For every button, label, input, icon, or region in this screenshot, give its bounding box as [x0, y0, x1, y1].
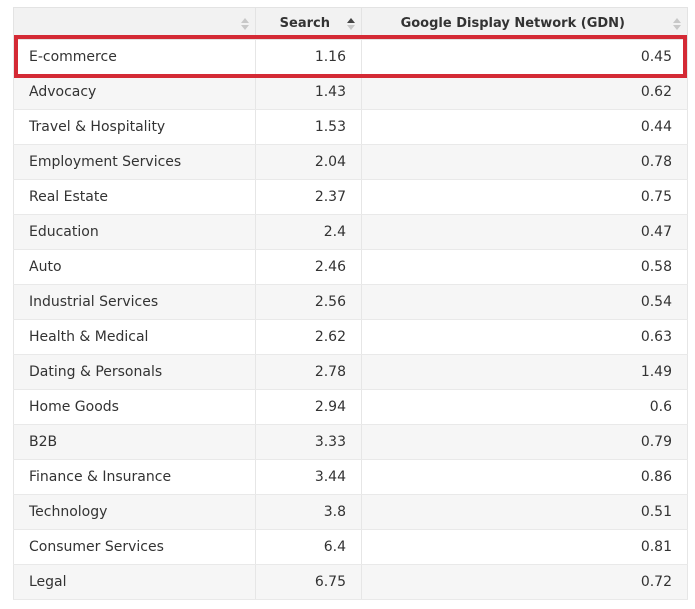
header-row: Search Google Display Network (GDN)	[13, 7, 688, 40]
cell-gdn: 0.78	[361, 144, 688, 180]
cell-search: 3.44	[255, 459, 362, 495]
cell-search: 2.37	[255, 179, 362, 215]
column-header-search[interactable]: Search	[255, 7, 362, 40]
table-row: Finance & Insurance 3.44 0.86	[13, 459, 688, 495]
cell-industry: Auto	[13, 249, 256, 285]
table-row: B2B 3.33 0.79	[13, 424, 688, 460]
cell-search: 2.78	[255, 354, 362, 390]
cell-gdn: 0.44	[361, 109, 688, 145]
cell-search: 2.46	[255, 249, 362, 285]
cell-search: 1.53	[255, 109, 362, 145]
cell-industry: Travel & Hospitality	[13, 109, 256, 145]
cell-gdn: 0.51	[361, 494, 688, 530]
cell-industry: Health & Medical	[13, 319, 256, 355]
cell-industry: Real Estate	[13, 179, 256, 215]
cell-industry: Consumer Services	[13, 529, 256, 565]
sort-icon[interactable]	[673, 18, 681, 30]
cell-search: 1.43	[255, 74, 362, 110]
cell-search: 2.4	[255, 214, 362, 250]
cell-industry: Finance & Insurance	[13, 459, 256, 495]
cell-gdn: 0.75	[361, 179, 688, 215]
table-body: E-commerce 1.16 0.45 Advocacy 1.43 0.62 Travel…	[13, 39, 688, 600]
cell-industry: E-commerce	[13, 39, 256, 75]
table-header: Search Google Display Network (GDN)	[13, 7, 688, 40]
cell-search: 2.56	[255, 284, 362, 320]
cell-industry: Dating & Personals	[13, 354, 256, 390]
table-row: Health & Medical 2.62 0.63	[13, 319, 688, 355]
cell-search: 2.62	[255, 319, 362, 355]
cell-industry: Home Goods	[13, 389, 256, 425]
cell-gdn: 1.49	[361, 354, 688, 390]
cell-industry: Technology	[13, 494, 256, 530]
table-row: E-commerce 1.16 0.45	[13, 39, 688, 75]
cell-search: 2.04	[255, 144, 362, 180]
table-row: Travel & Hospitality 1.53 0.44	[13, 109, 688, 145]
cell-gdn: 0.79	[361, 424, 688, 460]
table-row: Auto 2.46 0.58	[13, 249, 688, 285]
cell-search: 3.8	[255, 494, 362, 530]
industry-cost-table: Search Google Display Network (GDN) E-co…	[13, 7, 688, 600]
cell-industry: Industrial Services	[13, 284, 256, 320]
cell-industry: B2B	[13, 424, 256, 460]
cell-industry: Education	[13, 214, 256, 250]
table-row: Dating & Personals 2.78 1.49	[13, 354, 688, 390]
cell-gdn: 0.45	[361, 39, 688, 75]
table-row: Consumer Services 6.4 0.81	[13, 529, 688, 565]
cell-gdn: 0.54	[361, 284, 688, 320]
cell-industry: Employment Services	[13, 144, 256, 180]
cell-search: 3.33	[255, 424, 362, 460]
table-row: Industrial Services 2.56 0.54	[13, 284, 688, 320]
cell-search: 6.75	[255, 564, 362, 600]
column-header-search-label: Search	[279, 16, 330, 31]
cell-gdn: 0.81	[361, 529, 688, 565]
cell-gdn: 0.72	[361, 564, 688, 600]
sort-icon[interactable]	[241, 18, 249, 30]
cell-gdn: 0.86	[361, 459, 688, 495]
table-row: Advocacy 1.43 0.62	[13, 74, 688, 110]
cell-gdn: 0.63	[361, 319, 688, 355]
cell-search: 1.16	[255, 39, 362, 75]
table-row: Employment Services 2.04 0.78	[13, 144, 688, 180]
cell-industry: Legal	[13, 564, 256, 600]
table-row: Education 2.4 0.47	[13, 214, 688, 250]
column-header-gdn[interactable]: Google Display Network (GDN)	[361, 7, 688, 40]
column-header-gdn-label: Google Display Network (GDN)	[400, 16, 625, 31]
cell-industry: Advocacy	[13, 74, 256, 110]
cell-gdn: 0.6	[361, 389, 688, 425]
column-header-industry[interactable]	[13, 7, 256, 40]
cell-gdn: 0.47	[361, 214, 688, 250]
cell-search: 6.4	[255, 529, 362, 565]
cell-gdn: 0.58	[361, 249, 688, 285]
cell-search: 2.94	[255, 389, 362, 425]
table-row: Legal 6.75 0.72	[13, 564, 688, 600]
table-row: Real Estate 2.37 0.75	[13, 179, 688, 215]
data-table-container: Search Google Display Network (GDN) E-co…	[13, 7, 688, 600]
table-row: Home Goods 2.94 0.6	[13, 389, 688, 425]
cell-gdn: 0.62	[361, 74, 688, 110]
table-row: Technology 3.8 0.51	[13, 494, 688, 530]
sort-ascending-icon[interactable]	[347, 18, 355, 30]
